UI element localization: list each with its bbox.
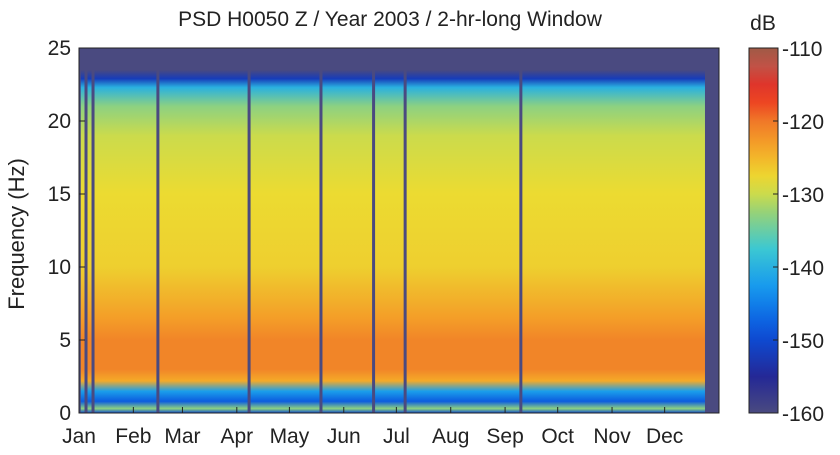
x-tick-label: Nov bbox=[593, 425, 631, 448]
y-tick-label: 25 bbox=[48, 37, 71, 60]
plot-frame bbox=[78, 47, 720, 414]
y-axis-ticks: 0 5 10 15 20 25 bbox=[48, 37, 85, 425]
chart-title: PSD H0050 Z / Year 2003 / 2-hr-long Wind… bbox=[178, 8, 603, 31]
y-axis-label: Frequency (Hz) bbox=[4, 158, 29, 310]
colorbar-tick-label: -110 bbox=[782, 38, 822, 61]
data-gap bbox=[247, 48, 251, 413]
x-tick-label: Dec bbox=[646, 425, 683, 448]
x-tick-label: Sep bbox=[486, 425, 523, 448]
colorbar: -110 -120 -130 -140 -150 -160 bbox=[748, 38, 824, 426]
y-tick-label: 20 bbox=[48, 110, 71, 133]
x-tick-label: Jun bbox=[327, 425, 361, 448]
plot-area bbox=[78, 47, 720, 414]
x-tick-label: May bbox=[270, 425, 310, 448]
colorbar-scale bbox=[748, 47, 779, 414]
data-gap bbox=[372, 48, 376, 413]
colorbar-label: dB bbox=[750, 12, 776, 35]
x-tick-label: Mar bbox=[164, 425, 200, 448]
colorbar-tick-label: -150 bbox=[782, 330, 824, 353]
data-gap bbox=[91, 48, 95, 413]
y-tick-label: 0 bbox=[59, 402, 71, 425]
colorbar-tick-label: -140 bbox=[782, 257, 824, 280]
x-axis-ticks: Jan Feb Mar Apr May Jun Jul Aug Sep Oct Nov Dec bbox=[62, 407, 683, 448]
data-gap bbox=[519, 48, 523, 413]
x-tick-label: Apr bbox=[220, 425, 253, 448]
colorbar-tick-label: -160 bbox=[782, 403, 824, 426]
x-tick-label: Oct bbox=[541, 425, 574, 448]
data-gap bbox=[319, 48, 323, 413]
colorbar-tick-label: -120 bbox=[782, 111, 824, 134]
data-gap bbox=[156, 48, 160, 413]
x-tick-label: Feb bbox=[115, 425, 151, 448]
spectrogram-field bbox=[80, 48, 705, 413]
y-tick-label: 15 bbox=[48, 183, 71, 206]
x-tick-label: Jul bbox=[383, 425, 410, 448]
x-tick-label: Jan bbox=[62, 425, 96, 448]
data-gap bbox=[403, 48, 407, 413]
x-tick-label: Aug bbox=[432, 425, 469, 448]
data-gap bbox=[84, 48, 88, 413]
colorbar-tick-label: -130 bbox=[782, 184, 824, 207]
y-tick-label: 5 bbox=[59, 329, 71, 352]
y-tick-label: 10 bbox=[48, 256, 71, 279]
